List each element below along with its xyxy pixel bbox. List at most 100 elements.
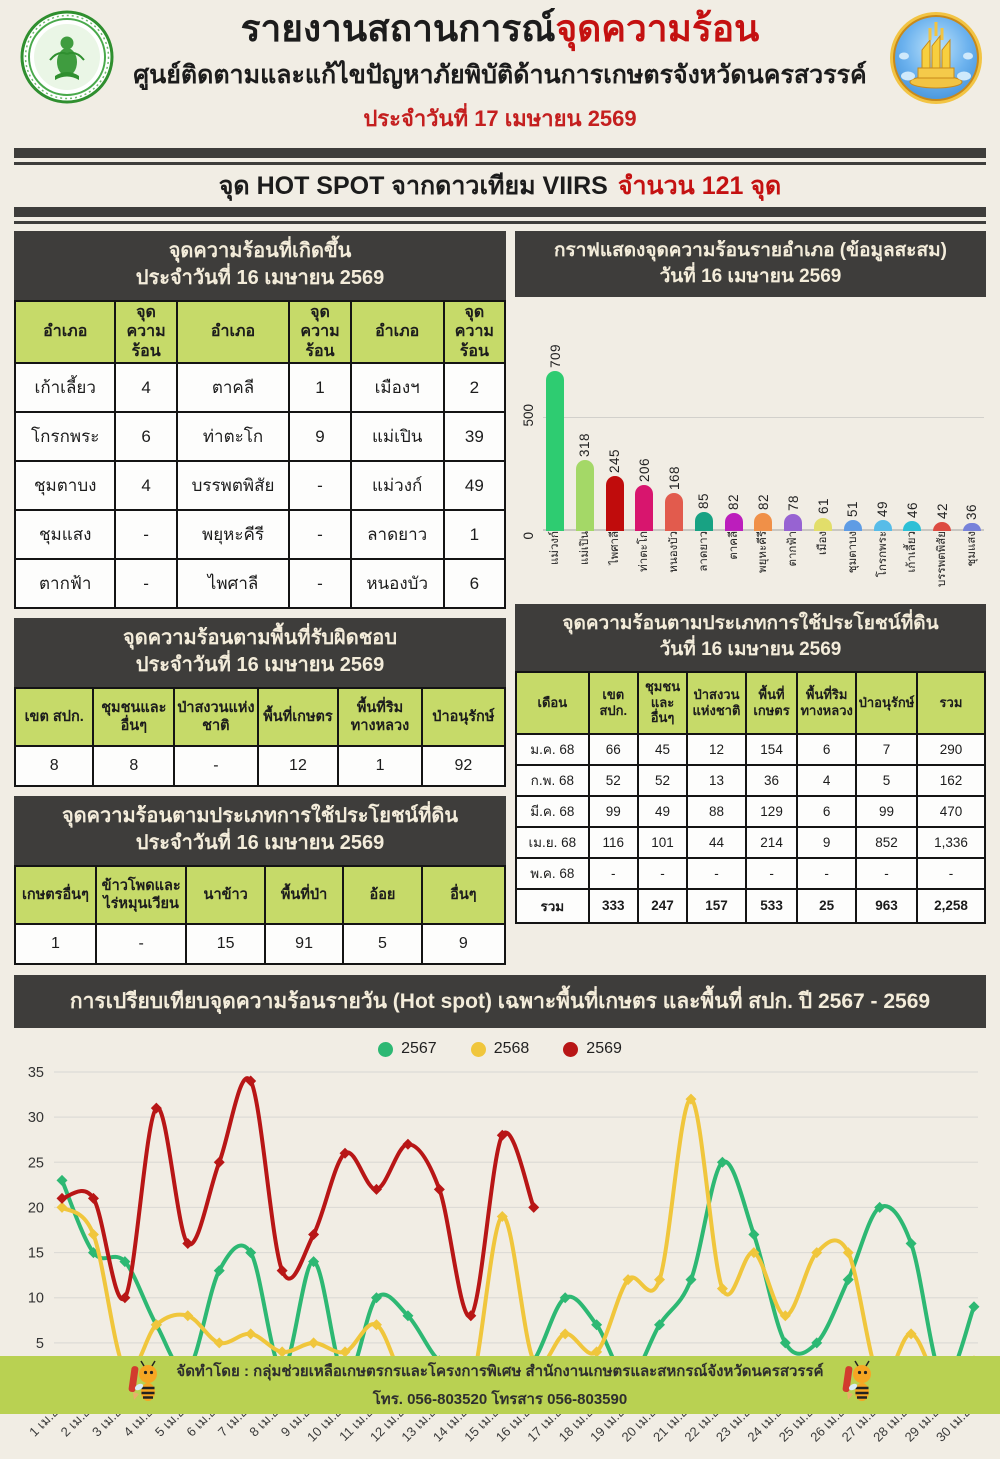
table-cell: -	[288, 509, 352, 560]
y-axis-tick-label: 25	[28, 1155, 44, 1171]
data-point-marker	[182, 1238, 194, 1250]
table-cell: 4	[796, 763, 857, 797]
data-point-marker	[433, 1183, 445, 1195]
data-point-marker	[370, 1292, 382, 1304]
bar-value-label: 51	[845, 500, 861, 517]
bar-column-6: 82 ตาคลี	[722, 299, 746, 595]
data-point-marker	[56, 1201, 68, 1213]
bee-pencil-mascot-right-icon	[840, 1360, 874, 1411]
table-cell: 92	[420, 745, 507, 787]
table-cell: -	[288, 558, 352, 609]
hotspot-banner-text: จุด HOT SPOT จากดาวเทียม VIIRS	[218, 172, 608, 200]
bar	[784, 513, 803, 532]
table-cell: -	[686, 856, 747, 890]
bar-category-label: ตากฟ้า	[787, 531, 800, 567]
table-cell: 470	[915, 794, 987, 828]
data-point-marker	[402, 1138, 414, 1150]
bar-column-14: 36 ชุมแสง	[960, 299, 984, 595]
data-point-marker	[811, 1247, 823, 1259]
bar-value-label: 36	[964, 504, 980, 521]
bar-category-label: เก้าเลี้ยว	[906, 531, 919, 573]
legend-dot-icon	[378, 1041, 394, 1057]
table-cell: พ.ค. 68	[515, 856, 590, 890]
bar-column-0: 709 แม่วงก์	[543, 299, 567, 595]
table-cell: 852	[854, 825, 918, 859]
legend-label: 2568	[493, 1040, 530, 1057]
legend-dot-icon	[470, 1041, 486, 1057]
bar-column-10: 51 ชุมตาบง	[841, 299, 865, 595]
table-header-cell: ชุมชน และ อื่นๆ	[636, 670, 689, 735]
table-header-cell: ป่าอนุรักษ์	[420, 687, 507, 747]
report-header: รายงานสถานการณ์จุดความร้อน ศูนย์ติดตามแล…	[0, 0, 1000, 148]
bar-category-label: ลาดยาว	[697, 531, 710, 572]
daily-district-panel: จุดความร้อนที่เกิดขึ้น ประจำวันที่ 16 เม…	[13, 231, 507, 609]
table-cell: 2	[442, 362, 507, 413]
data-point-marker	[685, 1274, 697, 1286]
table-header-cell: รวม	[915, 670, 987, 735]
table-header-cell: อำเภอ	[175, 300, 291, 364]
bar-value-label: 318	[577, 432, 593, 457]
table-cell: 39	[442, 411, 507, 462]
comparison-banner: การเปรียบเทียบจุดความร้อนรายวัน (Hot spo…	[14, 975, 986, 1028]
bar	[843, 519, 862, 532]
table-cell: เมืองฯ	[349, 362, 445, 413]
page-title: รายงานสถานการณ์จุดความร้อน	[0, 8, 1000, 51]
table-cell: 49	[636, 794, 689, 828]
table-header-cell: ป่าสงวนแห่ง ชาติ	[173, 687, 259, 747]
table-cell: 44	[686, 825, 747, 859]
bar	[546, 371, 564, 532]
table-cell: -	[288, 460, 352, 511]
page-title-prefix: รายงานสถานการณ์	[240, 8, 556, 49]
table-cell: ตาคลี	[175, 362, 291, 413]
table-cell: 52	[587, 763, 639, 797]
table-cell: 4	[114, 460, 178, 511]
data-point-marker	[779, 1310, 791, 1322]
data-point-marker	[308, 1337, 320, 1349]
data-point-marker	[308, 1256, 320, 1268]
bar-category-label: โกรกพระ	[876, 531, 889, 578]
district-bar-chart: 709 แม่วงก์ 318 แม่เปิน 245 ไพศาลี 206 ท่าตะโก 1…	[515, 299, 986, 595]
data-point-marker	[654, 1274, 666, 1286]
bar-value-label: 82	[755, 493, 771, 510]
bar-column-5: 85 ลาดยาว	[692, 299, 716, 595]
table-cell: -	[587, 856, 639, 890]
separator-top	[14, 148, 986, 165]
bar-category-label: แม่วงก์	[549, 531, 561, 566]
y-axis-tick-label: 35	[28, 1065, 44, 1081]
line-chart-legend: 2567 2568 2569	[0, 1040, 1000, 1058]
bar	[575, 459, 594, 532]
table-total-cell: 333	[587, 887, 639, 924]
daily-table-title: จุดความร้อนที่เกิดขึ้น ประจำวันที่ 16 เม…	[14, 231, 506, 300]
bar-value-label: 206	[636, 457, 652, 482]
table-cell: แม่วงก์	[349, 460, 445, 511]
data-point-marker	[119, 1256, 131, 1268]
table-header-row: เกษตรอื่นๆ ข้าวโพดและ ไร่หมุนเวียน นาข้าวพ…	[14, 865, 507, 925]
table-cell: 66	[587, 732, 639, 766]
data-point-marker	[716, 1156, 728, 1168]
bar-column-12: 46 เก้าเลี้ยว	[900, 299, 924, 595]
data-point-marker	[496, 1129, 508, 1141]
table-cell: ลาดยาว	[349, 509, 445, 560]
table-cell: 91	[263, 923, 345, 965]
table-cell: 6	[442, 558, 507, 609]
data-point-marker	[87, 1247, 99, 1259]
table-header-cell: พื้นที่ริม ทางหลวง	[337, 687, 423, 747]
daily-district-table: อำเภอ จุดความ ร้อน อำเภอ จุดความ ร้อน อำเภอจ…	[13, 300, 507, 609]
table-row: ชุมตาบง 4 บรรพตพิสัย - แม่วงก์ 49	[13, 460, 507, 511]
table-cell: 9	[288, 411, 352, 462]
table-total-cell: 157	[686, 887, 747, 924]
legend-label: 2567	[401, 1040, 437, 1057]
data-point-marker	[905, 1238, 917, 1250]
report-date: ประจำวันที่ 17 เมษายน 2569	[363, 105, 637, 131]
table-row: ชุมแสง - พยุหะคีรี - ลาดยาว 1	[13, 509, 507, 560]
bar	[962, 523, 981, 532]
table-header-cell: ป่าสงวน แห่งชาติ	[686, 670, 747, 735]
data-point-marker	[968, 1301, 980, 1313]
table-header-cell: พื้นที่ เกษตร	[744, 670, 799, 735]
data-point-marker	[339, 1346, 351, 1358]
table-header-cell: พื้นที่ริม ทางหลวง	[796, 670, 857, 735]
district-bar-chart-panel: กราฟแสดงจุดความร้อนรายอำเภอ (ข้อมูลสะสม)…	[515, 231, 986, 595]
bar-value-label: 245	[607, 448, 623, 473]
table-row: เก้าเลี้ยว 4 ตาคลี 1 เมืองฯ 2	[13, 362, 507, 413]
table-row: 1-15 91 5 9	[14, 923, 507, 965]
